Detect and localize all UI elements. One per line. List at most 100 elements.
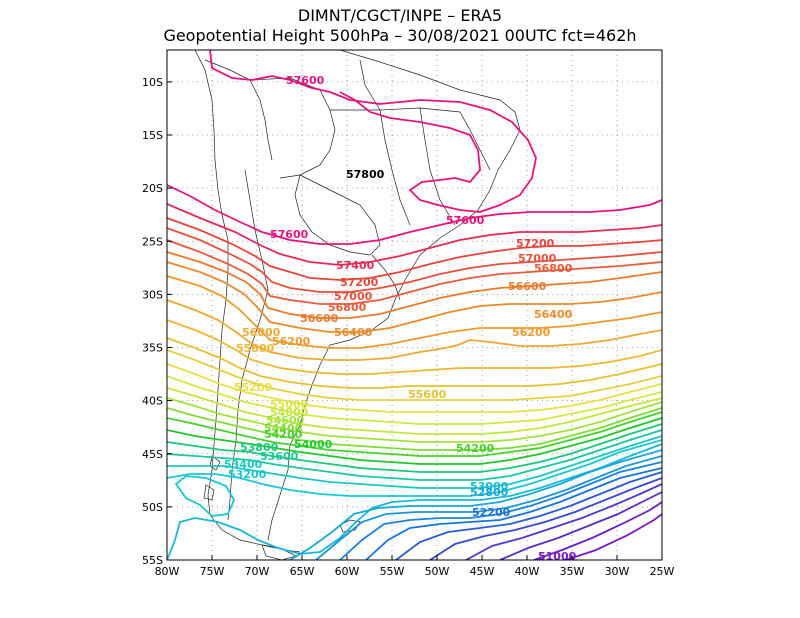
y-tick-label: 15S — [142, 129, 163, 142]
x-tick-label: 70W — [245, 565, 270, 578]
y-tick-label: 30S — [142, 288, 163, 301]
contour-55000 — [167, 375, 662, 425]
contour-54200 — [167, 411, 662, 457]
contour-label: 57400 — [336, 259, 375, 272]
contour-label: 56200 — [272, 335, 311, 348]
x-tick-label: 55W — [380, 565, 405, 578]
x-tick-label: 50W — [425, 565, 450, 578]
x-tick-label: 80W — [155, 565, 180, 578]
coastlines — [194, 50, 521, 560]
y-tick-label: 50S — [142, 501, 163, 514]
y-tick-label: 35S — [142, 342, 163, 355]
contour-56400 — [167, 261, 662, 333]
contour-label: 55200 — [234, 381, 273, 394]
contour-55200 — [167, 363, 662, 413]
y-axis-ticks: 10S 15S 20S 25S 30S 35S 40S 45S 50S 55S — [142, 76, 172, 567]
contour-52400 — [339, 461, 662, 560]
x-tick-label: 45W — [470, 565, 495, 578]
contour-label: 56800 — [328, 301, 367, 314]
contour-53200 — [167, 439, 662, 497]
y-tick-label: 25S — [142, 235, 163, 248]
contour-label: 54200 — [456, 442, 495, 455]
contour-57600-north — [209, 50, 537, 213]
contour-lines — [167, 50, 662, 560]
y-tick-label: 45S — [142, 448, 163, 461]
contour-55400 — [167, 349, 662, 401]
contour-label: 53400 — [224, 458, 263, 471]
x-tick-label: 35W — [560, 565, 585, 578]
contour-56200 — [167, 275, 662, 349]
contour-label: 52200 — [472, 506, 511, 519]
contour-label: 57200 — [516, 237, 555, 250]
contour-55800 — [167, 319, 662, 375]
contour-57000 — [167, 227, 662, 293]
contour-label: 55800 — [236, 342, 275, 355]
contour-51800 — [429, 477, 662, 560]
contour-labels: 57600 57800 57600 57600 57400 57200 5720… — [224, 74, 577, 563]
contour-label: 56800 — [534, 262, 573, 275]
plot-frame — [166, 49, 663, 561]
x-tick-label: 65W — [290, 565, 315, 578]
contour-54800 — [167, 387, 662, 435]
contour-51400 — [499, 491, 662, 560]
contour-label: 56000 — [242, 326, 281, 339]
contour-label: 54400 — [264, 422, 303, 435]
contour-55600 — [167, 337, 662, 389]
contour-label: 54600 — [266, 414, 305, 427]
contour-label: 55000 — [270, 398, 309, 411]
contour-label: 51000 — [538, 550, 577, 563]
contour-label: 56400 — [334, 326, 373, 339]
x-tick-label: 40W — [515, 565, 540, 578]
contour-57400 — [167, 203, 662, 266]
contour-54000 — [167, 417, 662, 465]
contour-label: 56400 — [534, 308, 573, 321]
contour-label: 57000 — [334, 290, 373, 303]
x-tick-label: 30W — [605, 565, 630, 578]
contour-label: 53000 — [470, 480, 509, 493]
contour-57600 — [167, 184, 662, 245]
contour-53800 — [167, 423, 662, 473]
x-tick-label: 60W — [335, 565, 360, 578]
contour-53000 — [167, 443, 662, 560]
y-tick-label: 40S — [142, 395, 163, 408]
contour-label: 53600 — [260, 450, 299, 463]
contour-label: 56600 — [508, 280, 547, 293]
contour-label: 57000 — [518, 252, 557, 265]
contour-label: 54800 — [270, 406, 309, 419]
y-tick-label: 10S — [142, 76, 163, 89]
contour-57200 — [167, 217, 662, 281]
contour-label: 52800 — [470, 486, 509, 499]
y-tick-label: 20S — [142, 182, 163, 195]
contour-51200 — [533, 501, 662, 560]
contour-label: 57200 — [340, 276, 379, 289]
contour-label: 54200 — [264, 428, 303, 441]
contour-label: 53200 — [228, 468, 267, 481]
contour-label: 57600 — [286, 74, 325, 87]
contour-56800 — [167, 239, 662, 305]
contour-52800 — [289, 449, 662, 560]
x-tick-label: 75W — [200, 565, 225, 578]
contour-52200 — [365, 467, 662, 560]
contour-label: 55600 — [408, 388, 447, 401]
contour-53400 — [167, 435, 662, 489]
map-title-line1: DIMNT/CGCT/INPE – ERA5 — [297, 6, 503, 25]
contour-label: 57600 — [446, 214, 485, 227]
contour-53200-closed — [174, 475, 236, 517]
contour-56000 — [167, 299, 662, 361]
contour-54400 — [167, 407, 662, 451]
contour-52600 — [315, 455, 662, 560]
contour-label: 56200 — [512, 326, 551, 339]
contour-label: 54000 — [294, 438, 333, 451]
contour-52000 — [395, 471, 662, 560]
y-tick-label: 55S — [142, 554, 163, 567]
map-title-line2: Geopotential Height 500hPa – 30/08/2021 … — [163, 26, 637, 45]
contour-51600 — [465, 483, 662, 560]
contour-label: 53800 — [240, 441, 279, 454]
contour-label: 57800 — [346, 168, 385, 181]
contour-label: 56600 — [300, 312, 339, 325]
contour-54600 — [167, 397, 662, 443]
x-axis-ticks: 80W 75W 70W 65W 60W 55W 50W 45W 40W 35W 30W 25W — [155, 555, 675, 578]
contour-51000 — [565, 513, 662, 560]
contour-53600 — [167, 429, 662, 481]
